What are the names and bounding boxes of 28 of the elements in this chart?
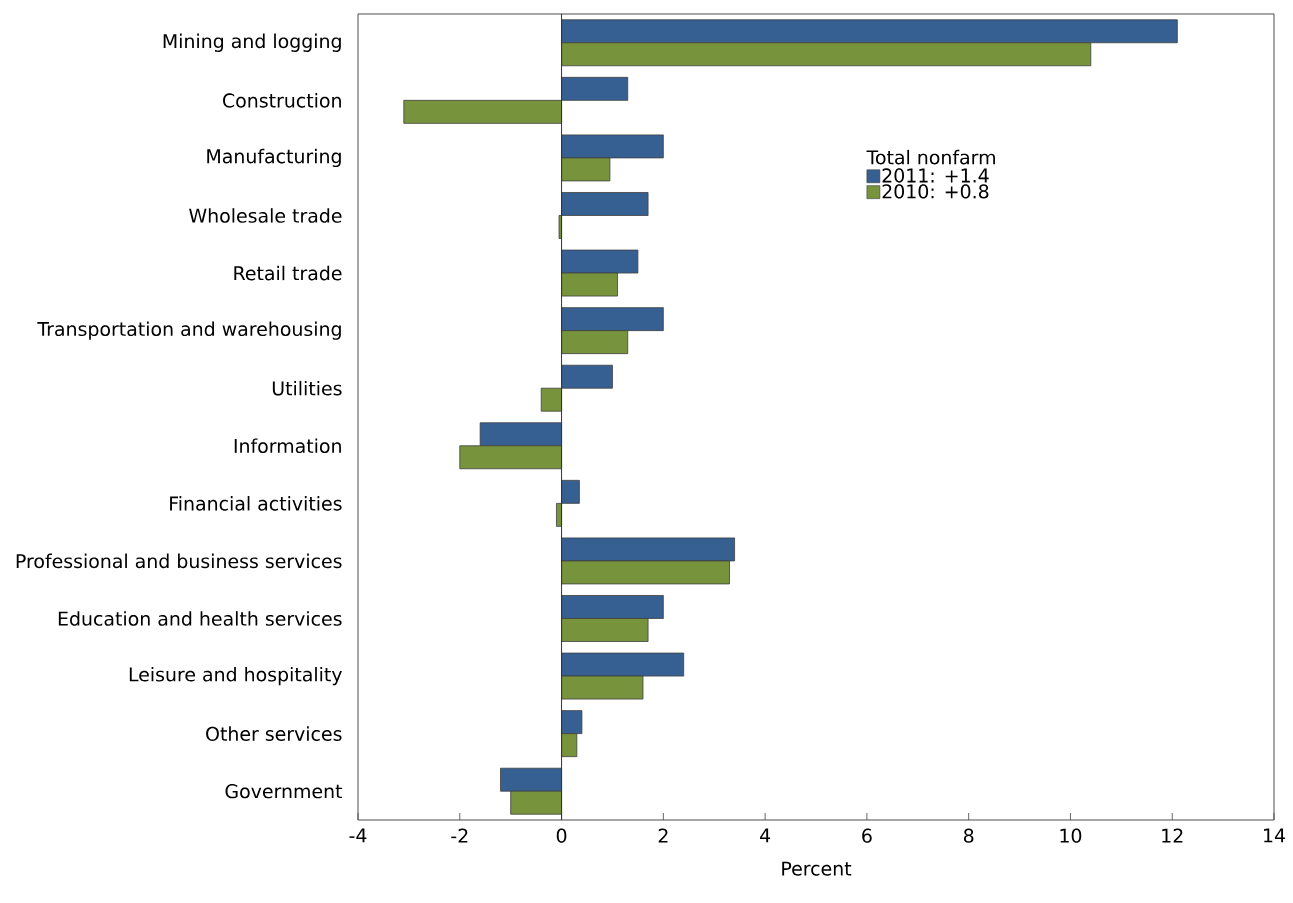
y-tick-label: Education and health services (58, 611, 342, 626)
legend-label: 2010: +0.8 (882, 184, 989, 199)
x-tick-label: 10 (1060, 828, 1082, 843)
x-tick-label: 4 (760, 828, 771, 843)
y-tick-label: Wholesale trade (189, 208, 342, 223)
y-tick-label: Other services (206, 726, 342, 741)
y-tick-label: Mining and logging (163, 33, 341, 52)
y-tick-label: Transportation and warehousing (37, 321, 341, 340)
y-tick-label: Leisure and hospitality (129, 666, 342, 686)
x-tick-label: -4 (349, 828, 367, 843)
x-tick-label: 14 (1264, 828, 1285, 843)
y-tick-label: Manufacturing (207, 148, 341, 168)
y-tick-label: Information (234, 438, 341, 454)
x-tick-label: 8 (963, 828, 974, 843)
y-tick-label: Utilities (272, 380, 342, 396)
x-tick-label: 12 (1162, 828, 1183, 843)
legend-label: 2011: +1.4 (882, 168, 989, 183)
y-tick-label: Professional and business services (16, 553, 342, 569)
x-tick-label: 6 (862, 828, 872, 843)
x-axis-title: Percent (782, 861, 852, 876)
x-tick-label: -2 (451, 828, 468, 843)
legend-title: Total nonfarm (866, 149, 995, 165)
x-tick-label: 0 (556, 828, 567, 843)
y-tick-label: Retail trade (234, 265, 342, 281)
y-tick-label: Financial activities (170, 496, 342, 511)
x-tick-label: 2 (658, 828, 668, 843)
y-tick-label: Government (225, 784, 343, 799)
y-tick-label: Construction (223, 93, 341, 108)
